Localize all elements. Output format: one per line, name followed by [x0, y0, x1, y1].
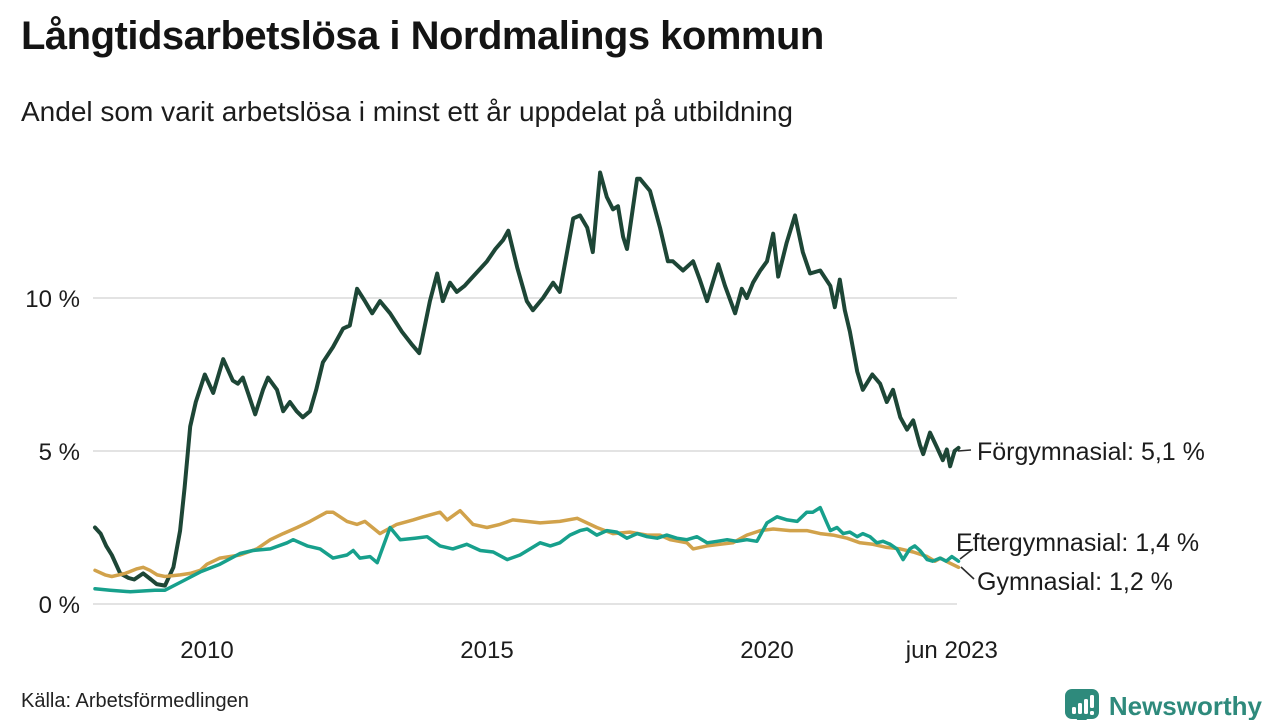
- annotation-label: Eftergymnasial: 1,4 %: [956, 529, 1199, 557]
- y-tick-label: 10 %: [25, 286, 80, 313]
- annotation-label: Förgymnasial: 5,1 %: [977, 438, 1205, 466]
- x-tick-label: 2010: [180, 637, 233, 664]
- source-note: Källa: Arbetsförmedlingen: [21, 690, 249, 712]
- y-tick-label: 0 %: [39, 592, 80, 619]
- series-line-gymnasial: [93, 508, 961, 579]
- newsworthy-bubble-chart-icon: [1064, 689, 1099, 720]
- annotation-leader: [959, 548, 974, 560]
- x-tick-label: 2020: [740, 637, 793, 664]
- annotation-label: Gymnasial: 1,2 %: [977, 568, 1173, 596]
- page-title: Långtidsarbetslösa i Nordmalings kommun: [21, 14, 824, 58]
- newsworthy-wordmark: Newsworthy: [1108, 690, 1262, 720]
- page-subtitle: Andel som varit arbetslösa i minst ett å…: [21, 96, 793, 127]
- annotation-leader: [960, 566, 975, 580]
- series-line-forgymnasial: [93, 170, 961, 588]
- annotation-leader: [957, 449, 972, 452]
- series-line-eftergymnasial: [93, 505, 961, 594]
- newsworthy-logo: Newsworthy: [1064, 686, 1262, 720]
- y-tick-label: 5 %: [39, 439, 80, 466]
- x-tick-label: jun 2023: [905, 637, 998, 664]
- x-tick-label: 2015: [460, 637, 513, 664]
